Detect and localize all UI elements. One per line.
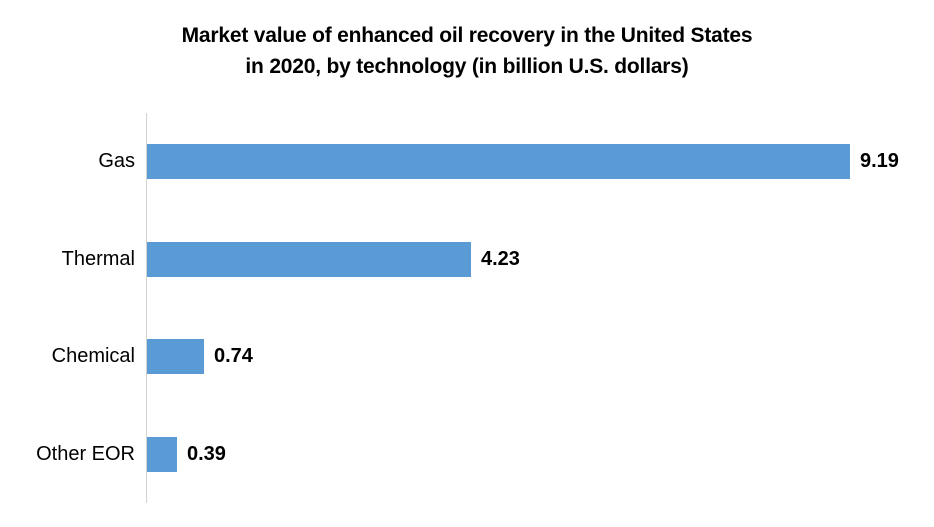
- bar-row: Gas 9.19: [0, 113, 934, 211]
- bar: [147, 436, 177, 472]
- category-label: Chemical: [51, 345, 135, 368]
- category-label: Thermal: [61, 247, 135, 270]
- bar-track: 0.39: [147, 436, 226, 472]
- value-label: 9.19: [860, 150, 899, 173]
- value-label: 0.39: [187, 442, 226, 465]
- bar-rows: Gas 9.19 Thermal 4.23 Chemical 0.74 Other EOR 0…: [0, 113, 934, 503]
- y-axis-line: [146, 113, 147, 503]
- bar-row: Other EOR 0.39: [0, 406, 934, 504]
- bar: [147, 241, 471, 277]
- value-label: 0.74: [214, 345, 253, 368]
- bar-track: 0.74: [147, 339, 253, 375]
- value-label: 4.23: [481, 247, 520, 270]
- bar-track: 9.19: [147, 144, 899, 180]
- chart-title-line1: Market value of enhanced oil recovery in…: [181, 24, 753, 47]
- bar: [147, 339, 204, 375]
- bar-track: 4.23: [147, 241, 520, 277]
- bar-row: Thermal 4.23: [0, 211, 934, 309]
- chart-title-line2: in 2020, by technology (in billion U.S. …: [245, 55, 689, 78]
- bar-row: Chemical 0.74: [0, 308, 934, 406]
- chart-title: Market value of enhanced oil recovery in…: [0, 20, 934, 82]
- category-label: Gas: [98, 150, 135, 173]
- category-label: Other EOR: [36, 442, 135, 465]
- bar: [147, 144, 850, 180]
